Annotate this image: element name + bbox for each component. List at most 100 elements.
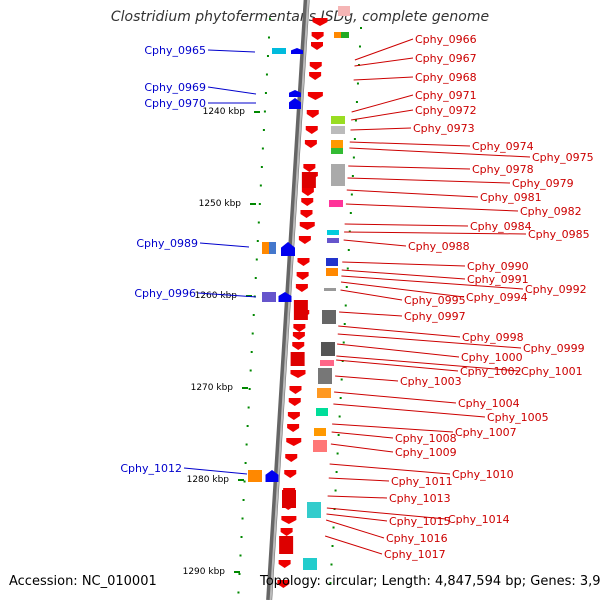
gene-label-right[interactable]: Cphy_0978 xyxy=(472,163,534,176)
gene-label-right[interactable]: Cphy_1009 xyxy=(395,446,457,459)
gene-label-right[interactable]: Cphy_0975 xyxy=(532,151,594,164)
gene-label-right[interactable]: Cphy_0966 xyxy=(415,33,477,46)
forward-gene-arrow[interactable] xyxy=(295,284,308,292)
gene-domain-block[interactable] xyxy=(331,140,343,150)
reverse-gene-arrow[interactable] xyxy=(278,292,292,302)
forward-gene-block[interactable] xyxy=(282,490,296,508)
gene-label-left[interactable]: Cphy_0989 xyxy=(136,237,198,250)
forward-gene-arrow[interactable] xyxy=(306,110,319,118)
gene-label-right[interactable]: Cphy_0985 xyxy=(528,228,590,241)
forward-gene-arrow[interactable] xyxy=(284,470,297,478)
gene-domain-block[interactable] xyxy=(322,310,336,324)
forward-gene-arrow[interactable] xyxy=(285,454,298,462)
forward-gene-arrow[interactable] xyxy=(311,32,324,40)
forward-gene-block[interactable] xyxy=(293,300,308,320)
gene-domain-block[interactable] xyxy=(331,164,345,186)
gene-domain-block[interactable] xyxy=(326,258,338,266)
reverse-gene-arrow[interactable] xyxy=(265,470,279,482)
gene-label-right[interactable]: Cphy_1010 xyxy=(452,468,514,481)
gene-label-right[interactable]: Cphy_1004 xyxy=(458,397,520,410)
gene-label-right[interactable]: Cphy_0998 xyxy=(462,331,524,344)
gene-label-left[interactable]: Cphy_1012 xyxy=(120,462,182,475)
gene-label-right[interactable]: Cphy_0967 xyxy=(415,52,477,65)
gene-label-right[interactable]: Cphy_1000 xyxy=(461,351,523,364)
gene-domain-block[interactable] xyxy=(314,428,326,436)
forward-gene-arrow[interactable] xyxy=(311,42,323,50)
gene-label-right[interactable]: Cphy_0997 xyxy=(404,310,466,323)
reverse-gene-arrow[interactable] xyxy=(289,90,301,97)
gene-domain-block[interactable] xyxy=(324,288,336,291)
reverse-gene-block[interactable] xyxy=(269,242,276,254)
reverse-gene-arrow[interactable] xyxy=(291,48,303,54)
forward-gene-arrow[interactable] xyxy=(293,324,306,332)
gene-label-right[interactable]: Cphy_1008 xyxy=(395,432,457,445)
gene-label-right[interactable]: Cphy_0990 xyxy=(467,260,529,273)
forward-gene-arrow[interactable] xyxy=(281,516,297,524)
gene-label-left[interactable]: Cphy_0965 xyxy=(144,44,206,57)
forward-gene-arrow[interactable] xyxy=(301,188,314,196)
forward-gene-block[interactable] xyxy=(279,536,294,554)
forward-gene-arrow[interactable] xyxy=(280,528,293,536)
gene-label-right[interactable]: Cphy_1015 xyxy=(389,515,451,528)
forward-gene-arrow[interactable] xyxy=(286,438,302,446)
forward-gene-arrow[interactable] xyxy=(287,412,300,420)
gene-domain-block[interactable] xyxy=(329,200,343,207)
gene-label-right[interactable]: Cphy_0984 xyxy=(470,220,532,233)
gene-domain-block[interactable] xyxy=(338,6,350,16)
gene-label-right[interactable]: Cphy_1011 xyxy=(391,475,453,488)
forward-gene-arrow[interactable] xyxy=(303,164,316,172)
gene-label-left[interactable]: Cphy_0969 xyxy=(144,81,206,94)
forward-gene-arrow[interactable] xyxy=(304,140,317,148)
gene-label-right[interactable]: Cphy_1001 xyxy=(521,365,583,378)
gene-label-left[interactable]: Cphy_0996 xyxy=(134,287,196,300)
gene-domain-block[interactable] xyxy=(316,408,328,416)
gene-label-right[interactable]: Cphy_0982 xyxy=(520,205,582,218)
gene-domain-block[interactable] xyxy=(318,368,332,384)
gene-label-right[interactable]: Cphy_0988 xyxy=(408,240,470,253)
forward-gene-arrow[interactable] xyxy=(312,18,328,26)
forward-gene-arrow[interactable] xyxy=(292,332,305,340)
gene-label-right[interactable]: Cphy_0972 xyxy=(415,104,477,117)
forward-gene-arrow[interactable] xyxy=(299,222,315,230)
gene-label-right[interactable]: Cphy_1013 xyxy=(389,492,451,505)
gene-label-right[interactable]: Cphy_1002 xyxy=(460,365,522,378)
gene-domain-block[interactable] xyxy=(321,342,335,356)
gene-label-right[interactable]: Cphy_0968 xyxy=(415,71,477,84)
gene-domain-block[interactable] xyxy=(317,388,331,398)
reverse-gene-block[interactable] xyxy=(262,242,269,254)
gene-domain-block[interactable] xyxy=(327,238,339,243)
gene-label-right[interactable]: Cphy_0999 xyxy=(523,342,585,355)
forward-gene-block[interactable] xyxy=(290,352,305,366)
gene-label-right[interactable]: Cphy_1003 xyxy=(400,375,462,388)
gene-domain-block[interactable] xyxy=(303,558,317,570)
gene-label-left[interactable]: Cphy_0970 xyxy=(144,97,206,110)
forward-gene-arrow[interactable] xyxy=(309,72,322,80)
gene-label-right[interactable]: Cphy_1005 xyxy=(487,411,549,424)
forward-gene-arrow[interactable] xyxy=(278,560,291,568)
gene-label-right[interactable]: Cphy_1014 xyxy=(448,513,510,526)
reverse-gene-arrow[interactable] xyxy=(289,98,301,109)
forward-gene-arrow[interactable] xyxy=(298,236,311,244)
reverse-gene-block[interactable] xyxy=(272,48,286,54)
gene-domain-block[interactable] xyxy=(334,32,346,38)
gene-domain-block[interactable] xyxy=(313,440,327,452)
forward-gene-arrow[interactable] xyxy=(305,126,318,134)
forward-gene-arrow[interactable] xyxy=(289,386,302,394)
reverse-gene-arrow[interactable] xyxy=(281,242,295,256)
forward-gene-arrow[interactable] xyxy=(301,198,314,206)
gene-label-right[interactable]: Cphy_1016 xyxy=(386,532,448,545)
gene-label-right[interactable]: Cphy_0973 xyxy=(413,122,475,135)
forward-gene-arrow[interactable] xyxy=(309,62,322,70)
gene-domain-block[interactable] xyxy=(320,360,334,366)
gene-domain-block[interactable] xyxy=(331,116,345,124)
gene-domain-block[interactable] xyxy=(331,148,343,154)
gene-label-right[interactable]: Cphy_0971 xyxy=(415,89,477,102)
forward-gene-arrow[interactable] xyxy=(292,342,305,350)
forward-gene-block[interactable] xyxy=(301,172,316,188)
forward-gene-arrow[interactable] xyxy=(277,580,290,588)
gene-domain-block[interactable] xyxy=(326,268,338,276)
forward-gene-arrow[interactable] xyxy=(307,92,323,100)
gene-label-right[interactable]: Cphy_0991 xyxy=(467,273,529,286)
gene-domain-block[interactable] xyxy=(341,32,349,38)
gene-label-right[interactable]: Cphy_1017 xyxy=(384,548,446,561)
